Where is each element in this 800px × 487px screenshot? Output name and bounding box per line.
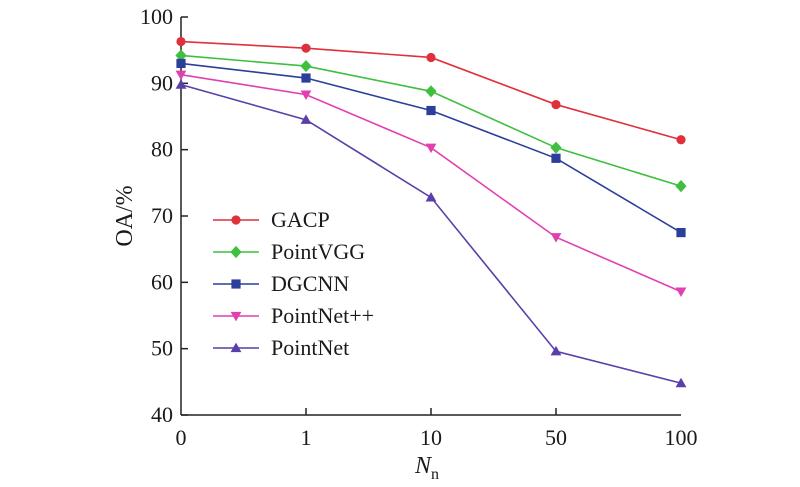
x-tick-label: 100	[665, 425, 698, 450]
data-point	[551, 99, 561, 110]
data-point	[175, 79, 187, 89]
y-tick-label: 70	[151, 203, 173, 228]
x-tick-label: 1	[301, 425, 312, 450]
series-gacp	[176, 36, 686, 145]
legend-label: PointNet	[271, 335, 349, 360]
data-point	[175, 49, 187, 62]
data-point	[675, 180, 687, 193]
legend-item: GACP	[213, 207, 330, 232]
legend-marker	[231, 215, 241, 225]
data-point	[425, 143, 437, 154]
x-tick-label: 10	[420, 425, 442, 450]
y-tick-label: 90	[151, 70, 173, 95]
legend-item: PointNet++	[213, 303, 374, 328]
x-axis-title: Nn	[414, 453, 439, 483]
data-point	[675, 287, 687, 298]
legend-item: DGCNN	[213, 271, 349, 296]
data-point	[175, 70, 187, 81]
data-point	[551, 153, 561, 163]
legend-marker	[230, 342, 242, 353]
y-tick-label: 100	[140, 4, 173, 29]
data-point	[300, 90, 312, 101]
legend-marker	[230, 245, 242, 259]
data-point	[425, 192, 437, 202]
legend: GACP PointVGG DGCNN PointNet++ PointNet	[213, 207, 374, 360]
data-point	[425, 85, 437, 98]
legend-label: DGCNN	[271, 271, 349, 296]
data-point	[426, 105, 436, 116]
series-line	[180, 54, 682, 187]
x-axis-title-main: N	[414, 453, 433, 479]
x-tick-label: 0	[176, 425, 187, 450]
data-point	[676, 227, 686, 238]
legend-label: GACP	[271, 207, 330, 232]
y-tick-label: 40	[151, 402, 173, 427]
legend-label: PointNet++	[271, 303, 374, 328]
data-point	[300, 59, 312, 73]
legend-item: PointVGG	[213, 239, 365, 264]
series-pointvgg	[175, 49, 687, 193]
x-axis-title-subscript: n	[431, 466, 439, 483]
y-tick-label: 60	[151, 269, 173, 294]
series-pointnet	[175, 79, 687, 388]
data-point	[675, 377, 687, 388]
data-point	[676, 135, 686, 145]
series-line	[180, 83, 682, 384]
y-axis-title: OA/%	[112, 185, 138, 246]
data-point	[426, 52, 436, 63]
data-point	[550, 141, 562, 154]
x-tick-label: 50	[545, 425, 567, 450]
legend-marker	[230, 311, 242, 322]
data-point	[550, 233, 562, 243]
data-point	[550, 345, 562, 356]
series-pointnet-	[175, 70, 687, 298]
series-dgcnn	[176, 58, 686, 238]
data-point	[300, 114, 312, 124]
data-point	[176, 58, 186, 69]
legend-label: PointVGG	[271, 239, 365, 264]
data-point	[176, 36, 186, 47]
series-layer	[175, 36, 687, 388]
y-tick-label: 50	[151, 336, 173, 361]
legend-item: PointNet	[213, 335, 349, 360]
axes: 40 50 60 70 80 90 100 0 1 10 50 100	[140, 4, 698, 450]
data-point	[301, 73, 311, 83]
y-tick-label: 80	[151, 137, 173, 162]
data-point	[301, 43, 311, 53]
legend-marker	[231, 279, 241, 289]
